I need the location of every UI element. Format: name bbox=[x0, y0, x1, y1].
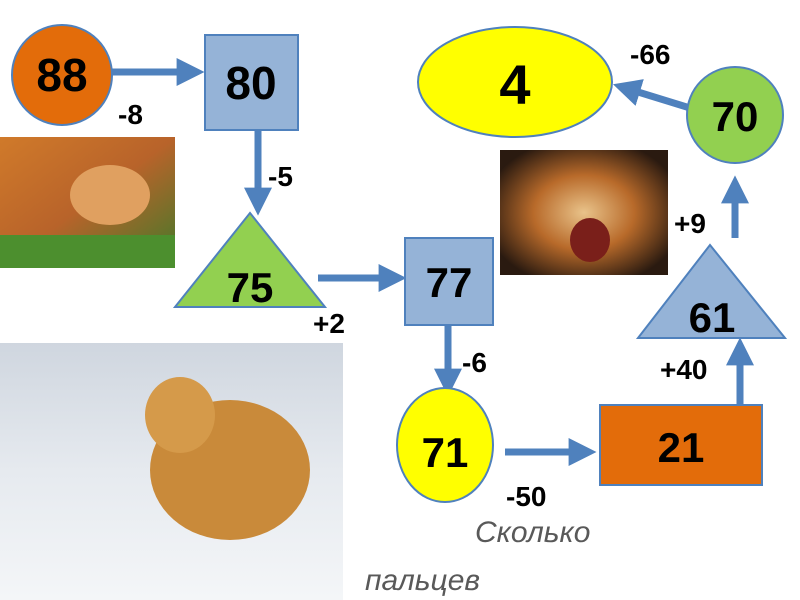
op-label: -66 bbox=[630, 39, 670, 70]
node-square-80 bbox=[204, 34, 299, 131]
node-61-value: 61 bbox=[689, 294, 736, 341]
op-label: -50 bbox=[506, 481, 546, 512]
op-label: +2 bbox=[313, 308, 345, 339]
node-77-value: 77 bbox=[426, 259, 473, 306]
node-75-value: 75 bbox=[227, 264, 274, 311]
node-circle-70 bbox=[686, 66, 784, 164]
tiger-in-snow-photo bbox=[0, 343, 343, 600]
op-label: -8 bbox=[118, 99, 143, 130]
op-label: -5 bbox=[268, 161, 293, 192]
node-70-value: 70 bbox=[712, 93, 759, 140]
node-88-value: 88 bbox=[36, 49, 87, 101]
op-label: +40 bbox=[660, 354, 708, 385]
node-4-value: 4 bbox=[499, 53, 530, 116]
arrow-70-4 bbox=[612, 79, 692, 112]
caption-line-1: Сколько bbox=[475, 516, 590, 549]
tiger-lying-photo bbox=[0, 137, 175, 268]
node-triangle-61 bbox=[635, 243, 788, 339]
node-square-77 bbox=[404, 237, 494, 326]
caption-line-2: пальцев bbox=[365, 564, 480, 597]
node-80-value: 80 bbox=[225, 57, 276, 109]
node-71-value: 71 bbox=[422, 429, 469, 476]
node-rect-21 bbox=[599, 404, 763, 486]
node-ellipse-4 bbox=[417, 26, 613, 138]
op-label: +9 bbox=[674, 208, 706, 239]
tiger-roaring-photo bbox=[500, 150, 668, 275]
node-circle-88 bbox=[11, 24, 113, 126]
node-circle-71 bbox=[396, 387, 494, 503]
node-triangle-75 bbox=[172, 211, 328, 308]
op-label: -6 bbox=[462, 347, 487, 378]
node-21-value: 21 bbox=[658, 424, 705, 471]
